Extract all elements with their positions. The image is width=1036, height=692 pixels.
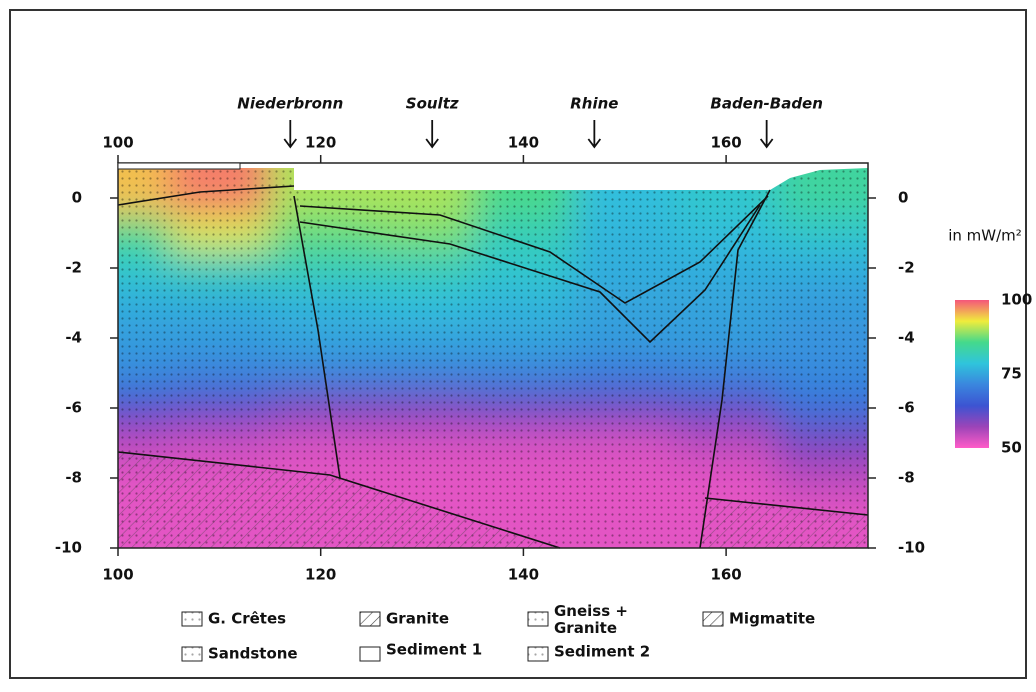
colorbar-label: in mW/m² — [948, 227, 1022, 245]
y-tick-label: 0 — [72, 189, 82, 207]
location-arrow — [587, 120, 602, 149]
y-tick-label: -2 — [65, 259, 82, 277]
sediment-strip — [117, 162, 241, 170]
layer-line — [117, 185, 295, 206]
y-tick-label: -4 — [65, 329, 82, 347]
migmatite-zone — [700, 498, 868, 548]
x-tick-label: 140 — [508, 134, 539, 152]
y-tick-label: -6 — [898, 399, 915, 417]
colorbar-tick-label: 75 — [1001, 365, 1022, 383]
legend-label: G. Crêtes — [208, 610, 286, 628]
legend-swatch — [359, 611, 381, 627]
x-tick-label: 160 — [710, 134, 741, 152]
y-tick-label: -10 — [55, 539, 82, 557]
migmatite-zone — [118, 452, 560, 548]
colorbar-tick-label: 100 — [1001, 291, 1032, 309]
legend-swatch — [181, 646, 203, 662]
location-arrow — [425, 120, 439, 149]
x-tick-label: 120 — [305, 134, 336, 152]
layer-line — [704, 497, 869, 516]
legend-swatch — [527, 646, 549, 662]
colorbar — [955, 300, 989, 448]
y-tick-label: -10 — [898, 539, 925, 557]
location-arrow — [759, 120, 774, 149]
y-tick-label: -8 — [65, 469, 82, 487]
legend-swatch — [527, 611, 549, 627]
y-tick-label: -2 — [898, 259, 915, 277]
x-tick-label: 120 — [305, 566, 336, 584]
layer-line — [299, 204, 761, 344]
legend-label: Gneiss + Granite — [554, 602, 628, 637]
x-tick-label: 100 — [102, 134, 133, 152]
x-tick-label: 100 — [102, 566, 133, 584]
legend-swatch — [181, 611, 203, 627]
layer-line — [117, 451, 561, 549]
legend-label: Migmatite — [729, 610, 815, 628]
faults — [117, 185, 869, 549]
x-tick-label: 140 — [508, 566, 539, 584]
location-label: Niederbronn — [237, 95, 343, 113]
location-arrow — [283, 120, 298, 149]
legend-label: Sandstone — [208, 645, 298, 663]
fault — [293, 195, 341, 479]
legend-label: Sediment 1 — [386, 641, 482, 659]
colorbar-tick-label: 50 — [1001, 439, 1022, 457]
layer-line — [299, 195, 769, 304]
legend-swatch — [702, 611, 724, 627]
plot-frame — [117, 162, 869, 549]
legend-swatch — [359, 646, 381, 662]
y-tick-label: -8 — [898, 469, 915, 487]
x-tick-label: 160 — [710, 566, 741, 584]
y-tick-label: 0 — [898, 189, 908, 207]
y-tick-label: -4 — [898, 329, 915, 347]
location-label: Rhine — [570, 95, 618, 113]
location-label: Soultz — [406, 95, 459, 113]
location-label: Baden-Baden — [710, 95, 823, 113]
legend-label: Sediment 2 — [554, 643, 650, 661]
legend: G. Crêtes Granite Gneiss + Granite Migmat… — [181, 602, 815, 663]
legend-label: Granite — [386, 610, 449, 628]
y-tick-label: -6 — [65, 399, 82, 417]
fault — [699, 189, 771, 549]
section — [118, 168, 868, 548]
